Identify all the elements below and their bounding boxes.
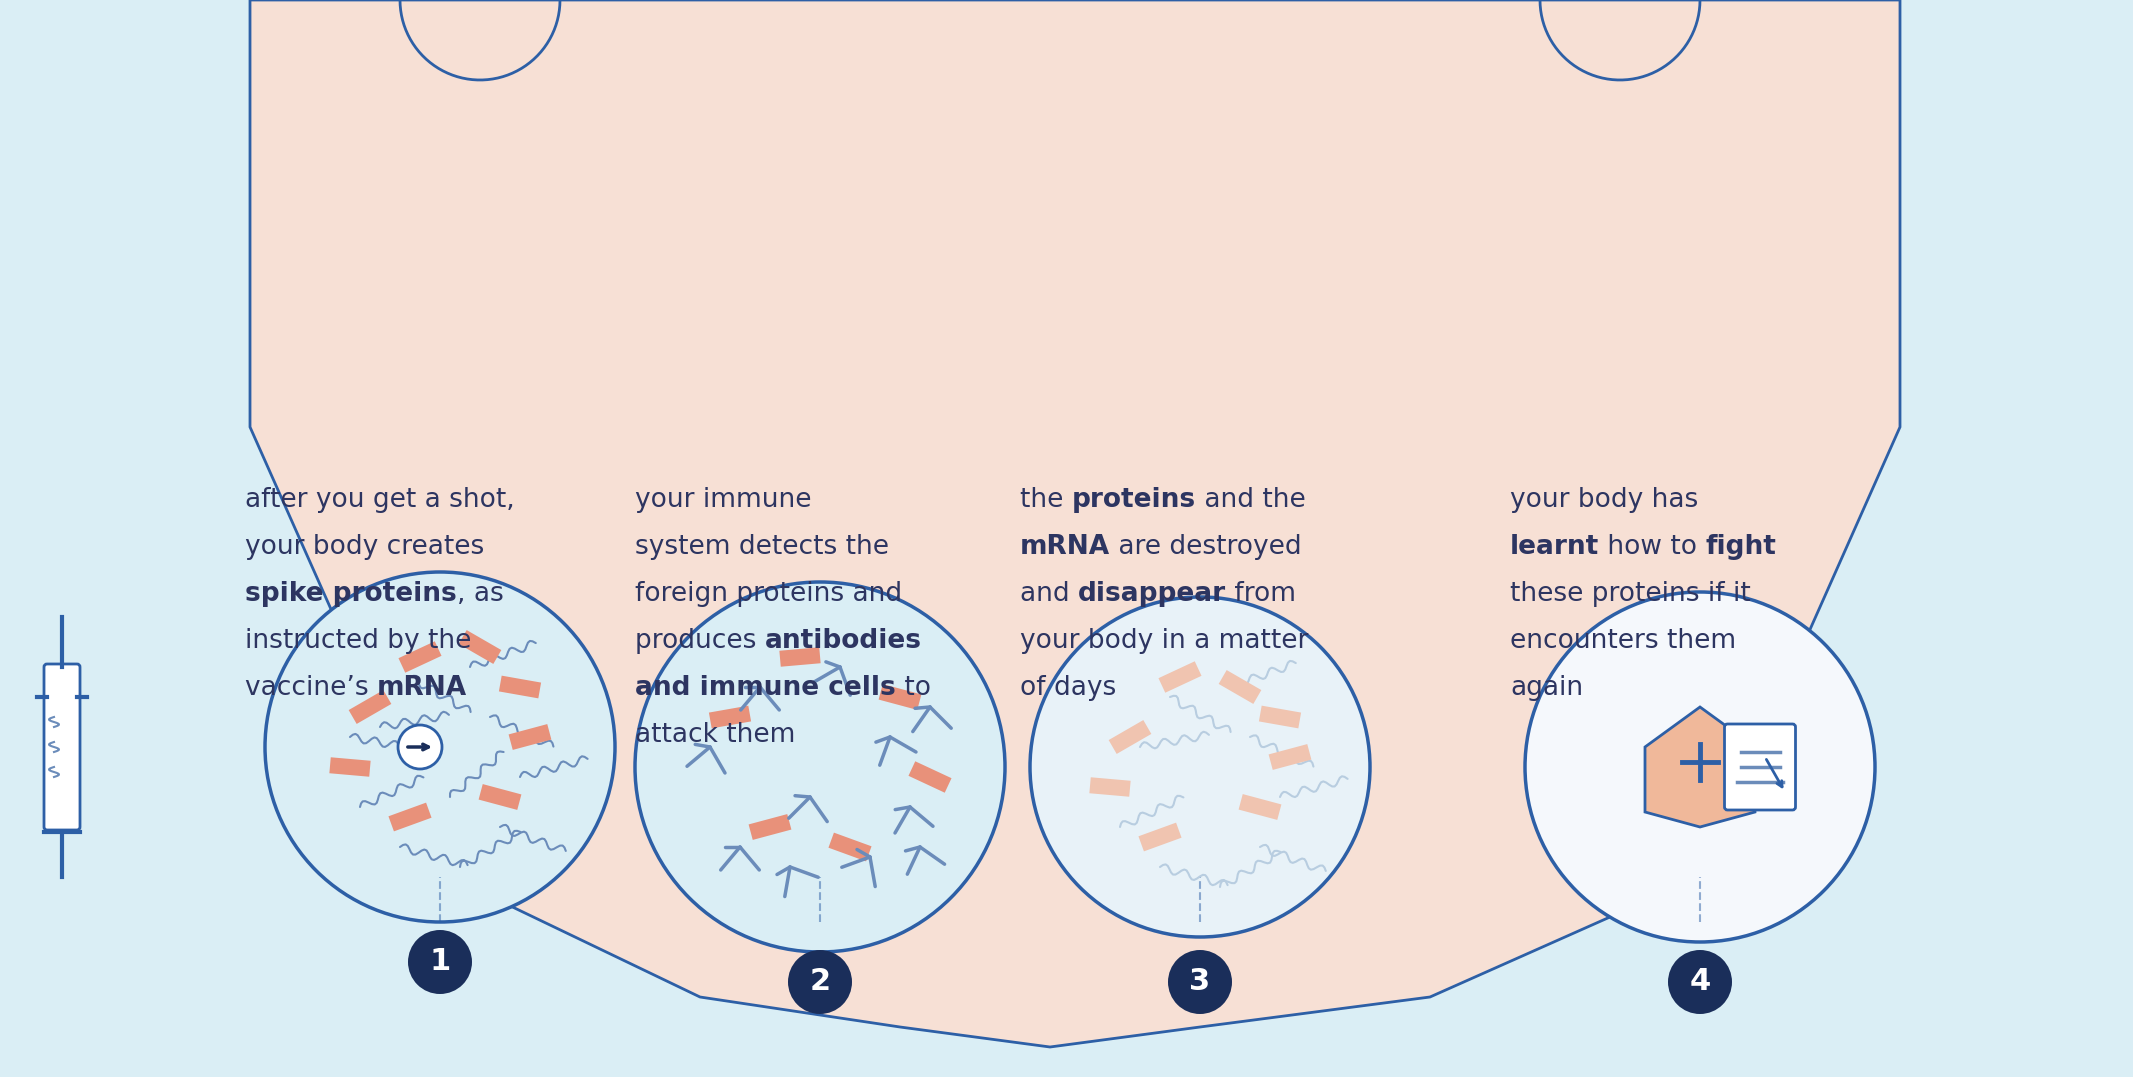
FancyBboxPatch shape xyxy=(399,641,442,673)
Text: mRNA: mRNA xyxy=(378,675,467,701)
Text: and the: and the xyxy=(1197,487,1305,513)
Text: to: to xyxy=(896,675,930,701)
Circle shape xyxy=(407,931,471,994)
Text: these proteins if it: these proteins if it xyxy=(1510,581,1751,607)
Text: antibodies: antibodies xyxy=(766,628,921,654)
FancyBboxPatch shape xyxy=(459,630,501,663)
Text: of days: of days xyxy=(1020,675,1116,701)
FancyBboxPatch shape xyxy=(1239,794,1282,820)
Circle shape xyxy=(1030,597,1369,937)
FancyBboxPatch shape xyxy=(909,761,951,793)
Circle shape xyxy=(1668,950,1732,1015)
FancyBboxPatch shape xyxy=(1109,721,1152,754)
Text: attack them: attack them xyxy=(636,722,796,749)
FancyBboxPatch shape xyxy=(1218,670,1261,704)
FancyBboxPatch shape xyxy=(328,757,371,777)
Text: vaccine’s: vaccine’s xyxy=(245,675,378,701)
Circle shape xyxy=(636,582,1005,952)
Circle shape xyxy=(1169,950,1233,1015)
Text: , as: , as xyxy=(456,581,503,607)
Text: your body creates: your body creates xyxy=(245,534,484,560)
FancyBboxPatch shape xyxy=(708,705,751,728)
Text: how to: how to xyxy=(1600,534,1706,560)
Text: from: from xyxy=(1226,581,1297,607)
FancyBboxPatch shape xyxy=(779,647,821,667)
Text: learnt: learnt xyxy=(1510,534,1600,560)
Text: again: again xyxy=(1510,675,1583,701)
FancyBboxPatch shape xyxy=(1269,744,1312,770)
FancyBboxPatch shape xyxy=(45,665,81,830)
FancyBboxPatch shape xyxy=(879,684,921,710)
FancyBboxPatch shape xyxy=(348,690,390,724)
Text: foreign proteins and: foreign proteins and xyxy=(636,581,902,607)
Text: the: the xyxy=(1020,487,1071,513)
Text: after you get a shot,: after you get a shot, xyxy=(245,487,514,513)
FancyBboxPatch shape xyxy=(1139,823,1182,851)
Circle shape xyxy=(399,725,442,769)
Text: 1: 1 xyxy=(429,948,450,977)
Text: 3: 3 xyxy=(1190,967,1212,996)
FancyBboxPatch shape xyxy=(1723,724,1796,810)
Circle shape xyxy=(264,572,614,922)
FancyBboxPatch shape xyxy=(499,675,542,698)
FancyBboxPatch shape xyxy=(1258,705,1301,728)
Text: mRNA: mRNA xyxy=(1020,534,1109,560)
Text: system detects the: system detects the xyxy=(636,534,889,560)
Text: disappear: disappear xyxy=(1077,581,1226,607)
Text: and immune cells: and immune cells xyxy=(636,675,896,701)
Text: are destroyed: are destroyed xyxy=(1109,534,1301,560)
Circle shape xyxy=(1525,592,1875,942)
Text: and: and xyxy=(1020,581,1077,607)
FancyBboxPatch shape xyxy=(388,802,431,831)
Text: 2: 2 xyxy=(808,967,830,996)
Text: 4: 4 xyxy=(1689,967,1711,996)
Text: produces: produces xyxy=(636,628,766,654)
Text: spike proteins: spike proteins xyxy=(245,581,456,607)
Circle shape xyxy=(787,950,851,1015)
Text: your body in a matter: your body in a matter xyxy=(1020,628,1308,654)
FancyBboxPatch shape xyxy=(1090,778,1130,797)
FancyBboxPatch shape xyxy=(508,724,552,750)
PathPatch shape xyxy=(250,0,1901,1047)
Text: encounters them: encounters them xyxy=(1510,628,1736,654)
Text: fight: fight xyxy=(1706,534,1777,560)
FancyBboxPatch shape xyxy=(749,814,791,840)
FancyBboxPatch shape xyxy=(478,784,520,810)
Text: your immune: your immune xyxy=(636,487,811,513)
Text: proteins: proteins xyxy=(1071,487,1197,513)
Text: instructed by the: instructed by the xyxy=(245,628,471,654)
FancyBboxPatch shape xyxy=(828,833,872,862)
Text: your body has: your body has xyxy=(1510,487,1698,513)
PathPatch shape xyxy=(1645,707,1755,827)
FancyBboxPatch shape xyxy=(1158,661,1201,693)
